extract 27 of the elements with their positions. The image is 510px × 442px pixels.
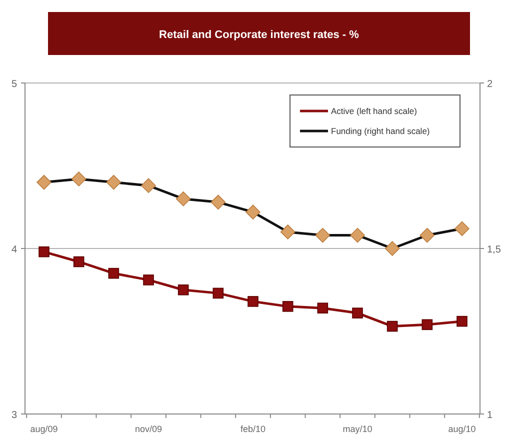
point xyxy=(143,274,154,286)
y-tick-label: 3 xyxy=(11,410,18,421)
point xyxy=(422,319,433,330)
x-tick-label: may/10 xyxy=(342,424,372,434)
legend-label: Funding (right hand scale) xyxy=(331,126,430,136)
x-tick-label: feb/10 xyxy=(240,424,266,434)
x-tick-label: aug/10 xyxy=(448,424,476,434)
point xyxy=(248,296,258,307)
point xyxy=(282,301,294,312)
y-tick-label: 5 xyxy=(11,79,18,90)
x-tick-label: nov/09 xyxy=(134,424,162,434)
point xyxy=(38,246,50,258)
legend-label: Active (left hand scale) xyxy=(331,106,418,116)
point xyxy=(456,316,468,327)
x-tick-label: aug/09 xyxy=(30,424,58,434)
y2-tick-label: 2 xyxy=(487,79,493,90)
point xyxy=(317,302,328,314)
y2-tick-label: 1,5 xyxy=(487,244,502,256)
point xyxy=(178,284,189,296)
chart-title: Retail and Corporate interest rates - % xyxy=(159,29,360,41)
y-tick-label: 4 xyxy=(11,244,18,256)
y2-tick-label: 1 xyxy=(487,410,493,421)
point xyxy=(73,256,84,268)
point xyxy=(212,288,224,299)
point xyxy=(386,320,398,332)
point xyxy=(352,308,363,318)
point xyxy=(108,268,120,279)
